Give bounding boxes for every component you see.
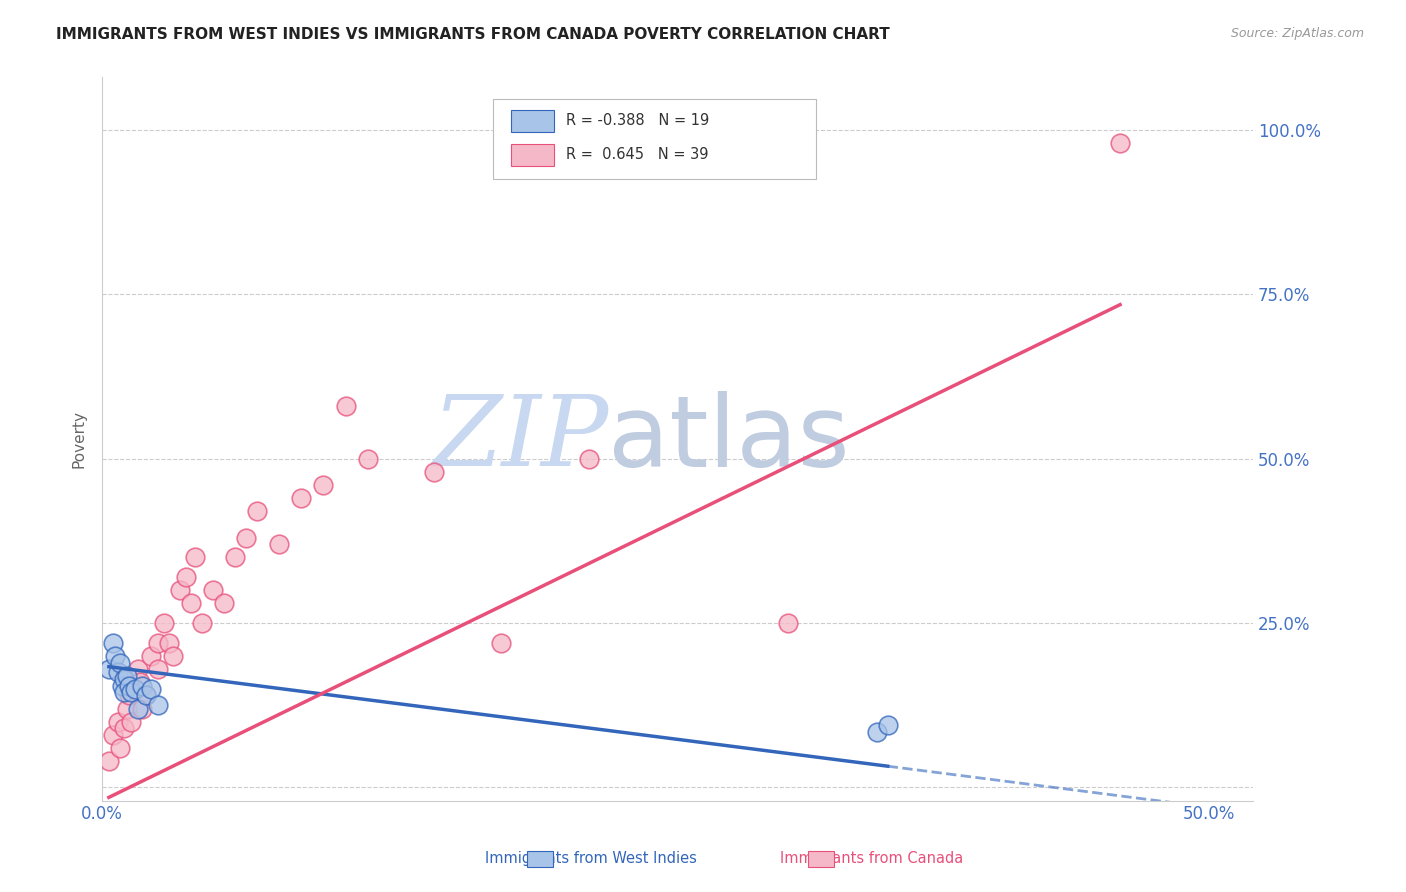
Text: Immigrants from West Indies: Immigrants from West Indies — [485, 851, 696, 865]
Point — [108, 741, 131, 756]
Text: R =  0.645   N = 39: R = 0.645 N = 39 — [565, 147, 709, 162]
Point — [108, 656, 131, 670]
Point — [146, 698, 169, 713]
Point — [180, 596, 202, 610]
Point — [1109, 136, 1132, 151]
Point — [191, 616, 214, 631]
Point — [153, 616, 176, 631]
Point — [97, 662, 120, 676]
Point — [269, 537, 291, 551]
Point — [124, 681, 146, 696]
Point — [124, 681, 146, 696]
Point — [118, 679, 141, 693]
Point — [112, 672, 135, 686]
Point — [489, 636, 512, 650]
FancyBboxPatch shape — [510, 144, 554, 166]
FancyBboxPatch shape — [510, 110, 554, 132]
Point — [97, 754, 120, 768]
Point — [246, 504, 269, 518]
Point — [578, 451, 600, 466]
Point — [157, 636, 180, 650]
Text: atlas: atlas — [609, 391, 851, 488]
Point — [115, 701, 138, 715]
Point — [107, 714, 129, 729]
Point — [135, 689, 157, 703]
Point — [866, 724, 889, 739]
Point — [162, 648, 184, 663]
Text: IMMIGRANTS FROM WEST INDIES VS IMMIGRANTS FROM CANADA POVERTY CORRELATION CHART: IMMIGRANTS FROM WEST INDIES VS IMMIGRANT… — [56, 27, 890, 42]
Point — [104, 648, 127, 663]
Point — [224, 550, 246, 565]
Point — [212, 596, 235, 610]
Point — [131, 701, 153, 715]
Point — [778, 616, 800, 631]
Point — [139, 681, 162, 696]
Point — [184, 550, 207, 565]
Point — [146, 662, 169, 676]
Point — [235, 531, 257, 545]
Text: R = -0.388   N = 19: R = -0.388 N = 19 — [565, 113, 709, 128]
Point — [176, 570, 198, 584]
Text: ZIP: ZIP — [432, 392, 609, 487]
Point — [127, 701, 149, 715]
Point — [128, 675, 150, 690]
Point — [423, 465, 446, 479]
Point — [139, 648, 162, 663]
Point — [127, 662, 149, 676]
Point — [135, 689, 157, 703]
FancyBboxPatch shape — [494, 99, 815, 178]
Point — [169, 583, 191, 598]
Point — [120, 685, 142, 699]
Point — [357, 451, 380, 466]
Point — [131, 679, 153, 693]
Point — [112, 721, 135, 735]
Point — [146, 636, 169, 650]
Point — [112, 685, 135, 699]
Point — [201, 583, 224, 598]
Point — [876, 718, 898, 732]
Point — [120, 714, 142, 729]
Point — [118, 689, 141, 703]
Point — [335, 399, 357, 413]
Point — [103, 636, 125, 650]
Y-axis label: Poverty: Poverty — [72, 410, 86, 468]
Point — [103, 728, 125, 742]
Point — [115, 669, 138, 683]
Point — [290, 491, 312, 506]
Text: Immigrants from Canada: Immigrants from Canada — [780, 851, 963, 865]
Point — [111, 679, 134, 693]
Point — [107, 665, 129, 680]
Point — [312, 478, 335, 492]
Text: Source: ZipAtlas.com: Source: ZipAtlas.com — [1230, 27, 1364, 40]
